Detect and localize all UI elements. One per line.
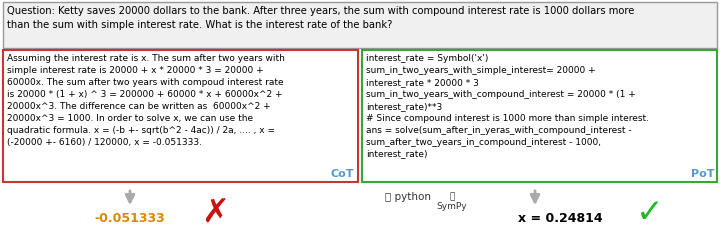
Text: PoT: PoT (690, 169, 714, 179)
Text: Assuming the interest rate is x. The sum after two years with
simple interest ra: Assuming the interest rate is x. The sum… (7, 54, 285, 147)
FancyBboxPatch shape (3, 50, 358, 182)
Text: CoT: CoT (330, 169, 354, 179)
Text: ✗: ✗ (201, 196, 229, 229)
FancyBboxPatch shape (3, 2, 717, 48)
Text: interest_rate = Symbol('x')
sum_in_two_years_with_simple_interest= 20000 +
inter: interest_rate = Symbol('x') sum_in_two_y… (366, 54, 649, 158)
Text: x = 0.24814: x = 0.24814 (518, 212, 603, 225)
Text: Question: Ketty saves 20000 dollars to the bank. After three years, the sum with: Question: Ketty saves 20000 dollars to t… (7, 6, 634, 30)
Text: 🐍 python: 🐍 python (385, 192, 431, 202)
FancyBboxPatch shape (362, 50, 717, 182)
Text: ✓: ✓ (636, 196, 664, 229)
Text: 🐍
SymPy: 🐍 SymPy (437, 192, 467, 211)
Text: -0.051333: -0.051333 (94, 212, 166, 225)
